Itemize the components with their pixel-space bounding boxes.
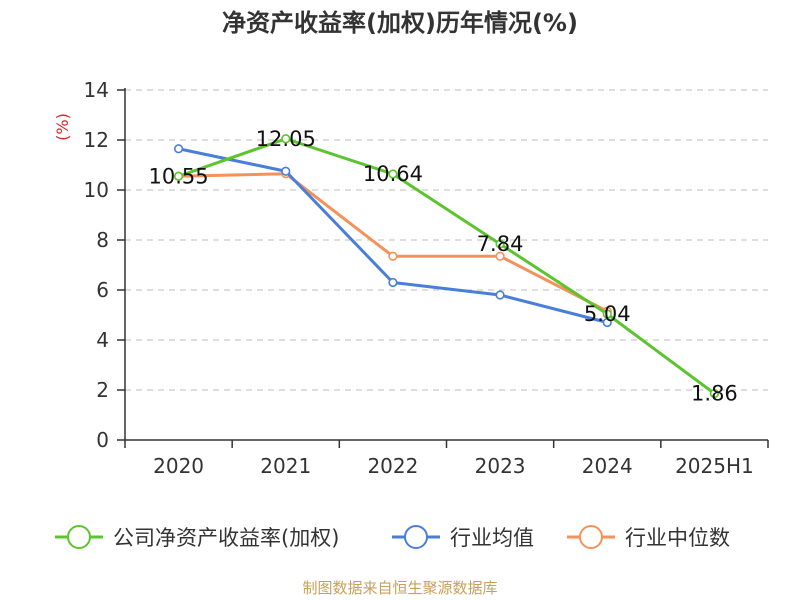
series-0-point-2020 <box>173 171 184 181</box>
data-label-2020: 10.55 <box>149 164 209 188</box>
series-1 <box>173 144 612 328</box>
x-tick-label-2020: 2020 <box>153 454 204 478</box>
series-2 <box>173 169 612 316</box>
data-labels: 10.55 12.05 10.64 7.84 5.04 1.86 <box>149 127 738 406</box>
series-2-point-2022 <box>388 251 398 261</box>
data-label-2021: 12.05 <box>256 127 316 151</box>
y-tick-label-12: 12 <box>84 128 109 152</box>
x-tick-label-2022: 2022 <box>367 454 418 478</box>
y-tick-label-8: 8 <box>96 228 109 252</box>
y-tick-label-2: 2 <box>96 378 109 402</box>
y-tick-label-0: 0 <box>96 428 109 452</box>
x-tick-labels: 2020 2021 2022 2023 2024 2025H1 <box>153 454 754 478</box>
chart-title: 净资产收益率(加权)历年情况(%) <box>222 9 578 37</box>
series-1-point-2021 <box>281 166 291 176</box>
x-tick-label-2024: 2024 <box>582 454 633 478</box>
legend-label-0: 公司净资产收益率(加权) <box>113 526 339 550</box>
x-tick-label-2021: 2021 <box>260 454 311 478</box>
series-0 <box>173 134 720 399</box>
legend-label-1: 行业均值 <box>450 526 534 550</box>
y-tick-labels: 0 2 4 6 8 10 12 14 <box>84 78 109 452</box>
y-tick-label-4: 4 <box>96 328 109 352</box>
series-0-point-2021 <box>281 134 291 144</box>
legend-label-2: 行业中位数 <box>625 526 730 550</box>
legend-item-1[interactable]: 行业均值 <box>392 525 534 550</box>
series-line-0 <box>178 137 716 395</box>
series-2-point-2023 <box>495 251 505 261</box>
legend-marker-1 <box>404 525 428 549</box>
legend-marker-2 <box>579 525 603 549</box>
data-label-2025H1: 1.86 <box>691 382 738 406</box>
series-0-point-2023 <box>495 239 505 249</box>
series-lines <box>173 134 720 399</box>
gridlines <box>125 89 768 391</box>
x-tick-label-2023: 2023 <box>475 454 526 478</box>
series-0-point-2025H1 <box>709 388 720 399</box>
series-line-2 <box>178 172 608 313</box>
legend-item-0[interactable]: 公司净资产收益率(加权) <box>55 525 339 550</box>
y-tick-label-14: 14 <box>84 78 109 102</box>
series-1-point-2023 <box>495 290 505 300</box>
legend-marker-0 <box>67 525 91 549</box>
legend[interactable]: 公司净资产收益率(加权) 行业均值 行业中位数 <box>55 525 730 550</box>
series-1-point-2024 <box>602 317 612 328</box>
source-note: 制图数据来自恒生聚源数据库 <box>302 579 497 597</box>
x-tick-label-2025H1: 2025H1 <box>675 454 754 478</box>
series-1-point-2020 <box>173 144 184 154</box>
axes <box>117 88 769 448</box>
series-0-point-2024 <box>602 309 612 319</box>
series-0-point-2022 <box>388 169 398 179</box>
data-label-2022: 10.64 <box>363 162 423 186</box>
y-tick-label-6: 6 <box>96 278 109 302</box>
legend-item-2[interactable]: 行业中位数 <box>567 525 730 550</box>
y-tick-label-10: 10 <box>84 178 109 202</box>
y-axis-unit: (%) <box>53 113 72 141</box>
data-label-2024: 5.04 <box>584 302 631 326</box>
data-label-2023: 7.84 <box>477 232 524 256</box>
series-1-point-2022 <box>388 277 398 288</box>
